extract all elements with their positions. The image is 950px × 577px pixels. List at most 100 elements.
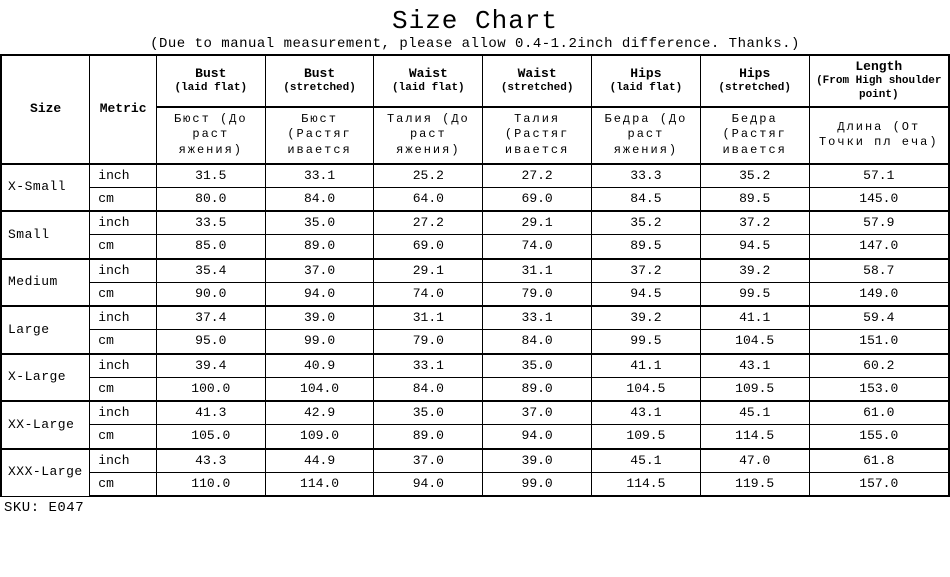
value-cell: 149.0	[809, 282, 949, 306]
metric-label: inch	[90, 211, 157, 235]
metric-label: cm	[90, 235, 157, 259]
value-cell: 35.2	[700, 164, 809, 188]
value-cell: 104.5	[592, 377, 701, 401]
table-row: Largeinch37.439.031.133.139.241.159.4	[1, 306, 949, 330]
size-name: XX-Large	[1, 401, 90, 449]
metric-label: inch	[90, 449, 157, 473]
value-cell: 95.0	[156, 330, 265, 354]
value-cell: 99.0	[265, 330, 374, 354]
value-cell: 114.5	[700, 425, 809, 449]
value-cell: 35.0	[374, 401, 483, 425]
value-cell: 89.5	[592, 235, 701, 259]
value-cell: 57.9	[809, 211, 949, 235]
value-cell: 43.3	[156, 449, 265, 473]
value-cell: 104.5	[700, 330, 809, 354]
value-cell: 104.0	[265, 377, 374, 401]
value-cell: 61.0	[809, 401, 949, 425]
value-cell: 99.0	[483, 472, 592, 496]
header-row: SizeMetricBust(laid flat)Bust(stretched)…	[1, 55, 949, 107]
value-cell: 94.5	[700, 235, 809, 259]
value-cell: 74.0	[374, 282, 483, 306]
header-measure-ru: Талия (До раст яжения)	[374, 107, 483, 164]
value-cell: 29.1	[483, 211, 592, 235]
value-cell: 114.5	[592, 472, 701, 496]
size-name: XXX-Large	[1, 449, 90, 497]
value-cell: 80.0	[156, 187, 265, 211]
metric-label: cm	[90, 187, 157, 211]
value-cell: 157.0	[809, 472, 949, 496]
value-cell: 94.0	[483, 425, 592, 449]
value-cell: 90.0	[156, 282, 265, 306]
size-name: Small	[1, 211, 90, 259]
value-cell: 110.0	[156, 472, 265, 496]
value-cell: 79.0	[483, 282, 592, 306]
header-measure: Hips(laid flat)	[592, 55, 701, 107]
value-cell: 40.9	[265, 354, 374, 378]
value-cell: 29.1	[374, 259, 483, 283]
value-cell: 105.0	[156, 425, 265, 449]
size-name: X-Large	[1, 354, 90, 402]
table-row: cm110.0114.094.099.0114.5119.5157.0	[1, 472, 949, 496]
value-cell: 79.0	[374, 330, 483, 354]
value-cell: 57.1	[809, 164, 949, 188]
value-cell: 74.0	[483, 235, 592, 259]
value-cell: 45.1	[700, 401, 809, 425]
value-cell: 31.5	[156, 164, 265, 188]
table-row: cm85.089.069.074.089.594.5147.0	[1, 235, 949, 259]
size-chart-table: SizeMetricBust(laid flat)Bust(stretched)…	[0, 54, 950, 497]
header-measure-ru: Бюст (До раст яжения)	[156, 107, 265, 164]
value-cell: 94.0	[265, 282, 374, 306]
value-cell: 85.0	[156, 235, 265, 259]
table-body: X-Smallinch31.533.125.227.233.335.257.1c…	[1, 164, 949, 497]
header-measure-ru: Бедра (Растяг ивается	[700, 107, 809, 164]
value-cell: 109.5	[700, 377, 809, 401]
chart-title: Size Chart	[0, 6, 950, 36]
value-cell: 58.7	[809, 259, 949, 283]
value-cell: 31.1	[374, 306, 483, 330]
header-measure-ru: Бюст (Растяг ивается	[265, 107, 374, 164]
value-cell: 39.2	[700, 259, 809, 283]
value-cell: 89.0	[374, 425, 483, 449]
value-cell: 35.2	[592, 211, 701, 235]
value-cell: 37.0	[483, 401, 592, 425]
value-cell: 100.0	[156, 377, 265, 401]
table-row: X-Smallinch31.533.125.227.233.335.257.1	[1, 164, 949, 188]
value-cell: 155.0	[809, 425, 949, 449]
metric-label: inch	[90, 354, 157, 378]
value-cell: 41.1	[700, 306, 809, 330]
value-cell: 64.0	[374, 187, 483, 211]
header-measure-ru: Бедра (До раст яжения)	[592, 107, 701, 164]
metric-label: inch	[90, 164, 157, 188]
header-measure: Bust(stretched)	[265, 55, 374, 107]
value-cell: 42.9	[265, 401, 374, 425]
value-cell: 89.0	[483, 377, 592, 401]
header-measure: Waist(stretched)	[483, 55, 592, 107]
value-cell: 89.0	[265, 235, 374, 259]
value-cell: 99.5	[700, 282, 809, 306]
value-cell: 109.5	[592, 425, 701, 449]
value-cell: 47.0	[700, 449, 809, 473]
table-row: Mediuminch35.437.029.131.137.239.258.7	[1, 259, 949, 283]
value-cell: 25.2	[374, 164, 483, 188]
table-row: XXX-Largeinch43.344.937.039.045.147.061.…	[1, 449, 949, 473]
table-row: cm105.0109.089.094.0109.5114.5155.0	[1, 425, 949, 449]
value-cell: 45.1	[592, 449, 701, 473]
value-cell: 27.2	[483, 164, 592, 188]
value-cell: 37.2	[592, 259, 701, 283]
table-row: Smallinch33.535.027.229.135.237.257.9	[1, 211, 949, 235]
value-cell: 35.0	[483, 354, 592, 378]
size-name: X-Small	[1, 164, 90, 212]
value-cell: 89.5	[700, 187, 809, 211]
value-cell: 41.1	[592, 354, 701, 378]
value-cell: 114.0	[265, 472, 374, 496]
metric-label: inch	[90, 306, 157, 330]
header-measure: Waist(laid flat)	[374, 55, 483, 107]
value-cell: 33.1	[374, 354, 483, 378]
table-row: cm80.084.064.069.084.589.5145.0	[1, 187, 949, 211]
header-metric: Metric	[90, 55, 157, 164]
value-cell: 69.0	[374, 235, 483, 259]
value-cell: 33.3	[592, 164, 701, 188]
table-row: XX-Largeinch41.342.935.037.043.145.161.0	[1, 401, 949, 425]
table-row: cm90.094.074.079.094.599.5149.0	[1, 282, 949, 306]
metric-label: cm	[90, 330, 157, 354]
